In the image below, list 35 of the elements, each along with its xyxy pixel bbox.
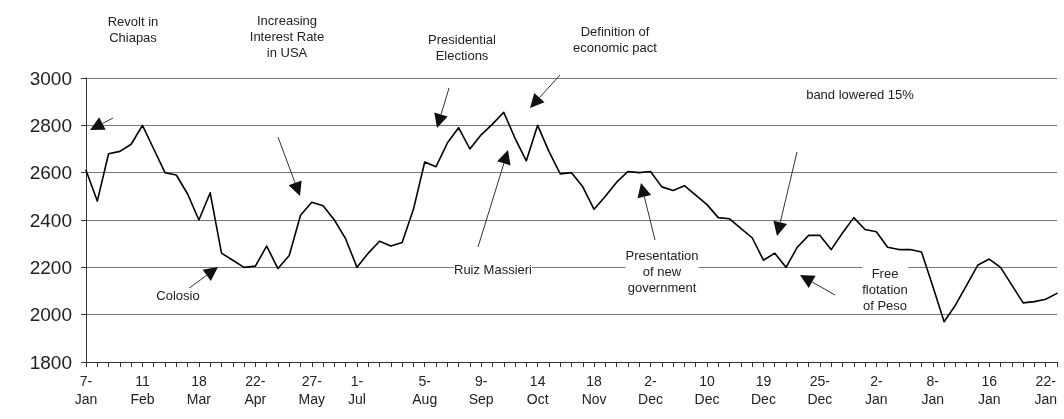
text: Revolt in Chiapas	[107, 14, 159, 46]
y-tick-label: 1800	[29, 351, 72, 373]
x-tick-label: 16 Jan	[977, 373, 1001, 407]
x-tick-label: 10 Dec	[694, 373, 720, 407]
x-tick-label: 2- Dec	[638, 373, 663, 407]
x-tick-label: 1- Jul	[348, 373, 366, 407]
x-tick-label: 11 Feb	[130, 373, 155, 407]
annotation: Free flotation of Peso	[862, 266, 908, 314]
y-tick-label: 2200	[29, 256, 72, 278]
y-tick-label: 3000	[29, 67, 72, 89]
x-tick-label: 2- Jan	[865, 373, 888, 407]
annotation: Presentation of new government	[625, 248, 699, 296]
x-tick-label: 22- Apr	[244, 373, 267, 407]
text: Increasing Interest Rate in USA	[249, 13, 325, 61]
x-tick-label: 22- Jan	[1034, 373, 1057, 407]
x-tick-label: 7- Jan	[74, 373, 98, 407]
y-tick-label: 2600	[29, 162, 72, 184]
annotation: band lowered 15%	[806, 87, 914, 103]
line-series	[85, 111, 1058, 323]
x-tick-label: 27- May	[298, 373, 326, 407]
x-tick-label: 25- Dec	[807, 373, 833, 407]
x-tick-label: 5- Aug	[412, 373, 438, 407]
x-tick-label: 19 Dec	[750, 373, 776, 407]
x-tick-label: 14 Oct	[526, 373, 549, 407]
x-tick-label: 9- Sep	[468, 373, 494, 407]
y-tick-label: 2400	[29, 209, 72, 231]
x-tick-label: 18 Mar	[186, 373, 212, 407]
annotation: Ruiz Massieri	[453, 262, 533, 278]
text: Presidential Elections	[428, 32, 496, 64]
y-tick-label: 2800	[29, 114, 72, 136]
annotation: Colosio	[156, 288, 200, 304]
y-tick-label: 2000	[29, 304, 72, 326]
text: Definition of economic pact	[573, 24, 657, 56]
x-tick-label: 8- Jan	[921, 373, 945, 407]
x-tick-label: 18 Nov	[581, 373, 607, 407]
